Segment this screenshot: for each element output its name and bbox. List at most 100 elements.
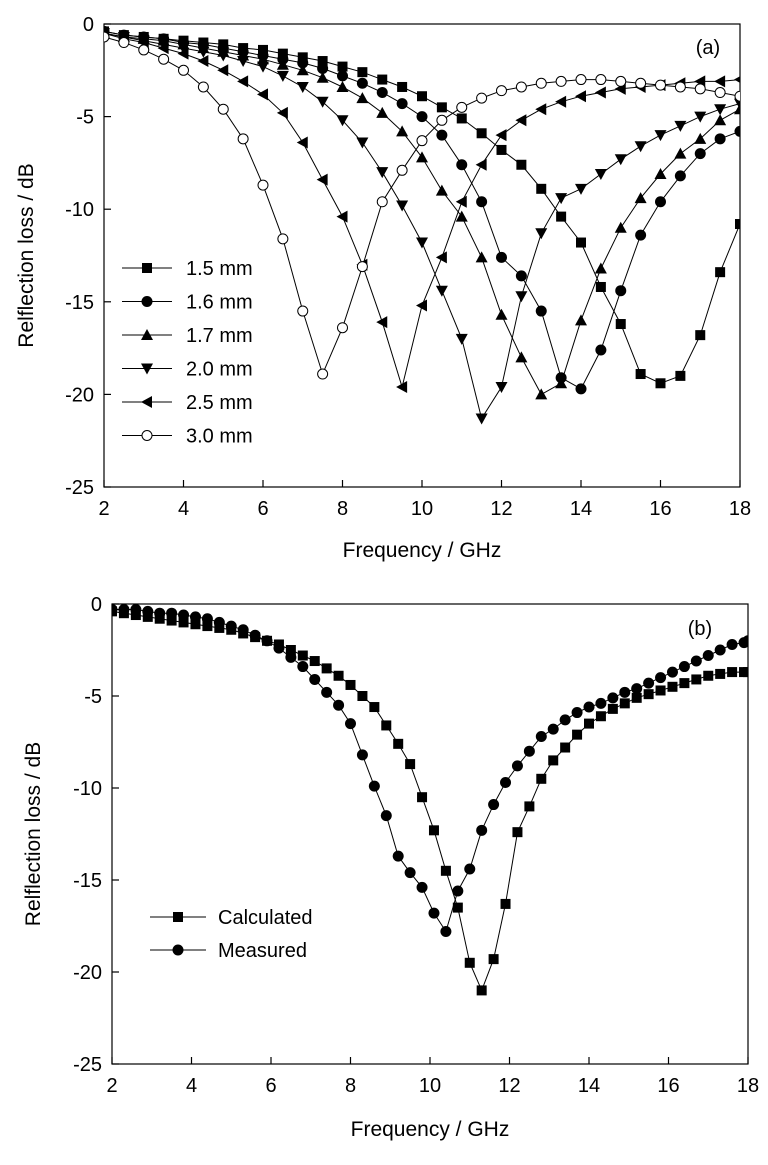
data-point-3-0-mm [535,77,547,89]
data-point-calculated [405,759,416,770]
data-point-2-0-mm [674,120,687,132]
data-point-calculated [166,615,177,626]
data-point-2-5-mm [475,158,487,171]
data-point-1-7-mm [416,151,428,163]
data-point-1-5-mm [297,52,308,63]
data-point-1-5-mm [317,56,328,67]
data-point-calculated [357,691,368,701]
data-point-measured [237,624,249,636]
data-point-1-7-mm [535,388,548,400]
data-point-2-5-mm [495,129,507,142]
data-point-1-7-mm [435,184,448,196]
legend-label: 1.7 mm [186,325,253,347]
data-point-1-6-mm [317,62,329,74]
data-point-measured [523,745,535,757]
data-point-3-0-mm [217,103,229,115]
data-point-3-0-mm [337,322,348,334]
data-point-measured [464,863,476,875]
x-tick-label: 8 [337,498,348,520]
legend-marker [141,296,153,307]
data-point-1-7-mm [714,114,727,126]
data-point-measured [333,699,345,711]
data-point-1-5-mm [277,48,288,59]
data-point-calculated [393,738,404,749]
data-point-3-0-mm [138,44,150,56]
data-point-3-0-mm [734,90,740,102]
data-point-measured [702,650,714,662]
data-point-2-5-mm [575,90,586,103]
data-point-3-0-mm [694,83,706,95]
data-point-measured [380,810,392,822]
data-point-measured [547,723,559,735]
data-point-2-5-mm [734,76,740,83]
data-point-2-0-mm [257,61,269,73]
data-point-3-0-mm [297,305,309,317]
data-point-calculated [548,755,559,766]
data-point-measured [643,677,655,689]
data-point-1-6-mm [476,196,488,208]
data-point-2-0-mm [575,183,587,195]
data-point-measured [404,867,416,879]
data-point-calculated [440,865,451,876]
data-point-2-0-mm [694,111,707,123]
series-line-measured [112,609,748,933]
data-point-2-0-mm [495,381,508,393]
data-point-3-0-mm [197,81,209,93]
y-tick-label: -5 [84,686,102,708]
data-point-2-5-mm [455,195,467,208]
data-point-1-6-mm [456,159,468,171]
data-point-1-5-mm [595,281,606,292]
data-point-calculated [178,617,189,628]
data-point-measured [690,655,702,667]
series-calculated [112,606,748,996]
x-tick-label: 18 [737,1075,759,1097]
legend-marker [141,329,153,340]
data-point-calculated [333,670,344,681]
data-point-measured [678,661,690,673]
data-point-1-7-mm [654,168,667,180]
data-point-measured [452,885,464,897]
data-point-calculated [524,801,535,812]
data-point-2-5-mm [257,88,268,101]
panel-a: 2 4 6 8 10 12 14 16 18 0 -5 -10 -15 -20 -25 Frequency /… [15,14,751,562]
data-point-calculated [607,703,618,714]
data-point-3-0-mm [635,77,647,89]
data-point-2-5-mm [435,251,447,264]
data-point-calculated [631,692,642,703]
data-point-1-6-mm [376,87,388,99]
data-point-calculated [345,679,356,690]
data-point-3-0-mm [118,37,130,49]
data-point-measured [655,672,667,684]
data-point-2-0-mm [535,228,548,240]
data-point-measured [595,697,607,709]
data-point-calculated [536,773,547,784]
data-point-3-0-mm [714,87,726,99]
data-point-measured [273,642,285,654]
y-tick-label: 0 [83,14,94,36]
x-tick-label: 12 [498,1075,520,1097]
data-point-measured [166,607,178,619]
data-point-2-0-mm [455,333,468,345]
data-point-1-7-mm [475,251,488,263]
data-point-calculated [691,674,702,685]
data-point-measured [154,607,166,619]
data-point-3-0-mm [396,164,408,176]
data-point-1-6-mm [734,125,740,137]
data-point-1-5-mm [675,370,686,381]
data-point-measured [178,609,190,621]
data-point-2-5-mm [296,136,308,149]
data-point-measured [368,780,380,792]
data-point-1-6-mm [694,148,706,160]
data-point-2-0-mm [714,104,727,116]
data-point-measured [118,604,130,616]
x-tick-label: 14 [570,498,592,520]
data-point-1-5-mm [456,113,467,124]
data-point-calculated [130,610,141,621]
data-point-2-5-mm [217,64,229,77]
data-point-measured [189,611,201,623]
data-point-1-7-mm [396,125,409,137]
data-point-1-7-mm [455,210,468,222]
data-point-1-6-mm [615,285,627,297]
data-point-measured [416,881,428,893]
